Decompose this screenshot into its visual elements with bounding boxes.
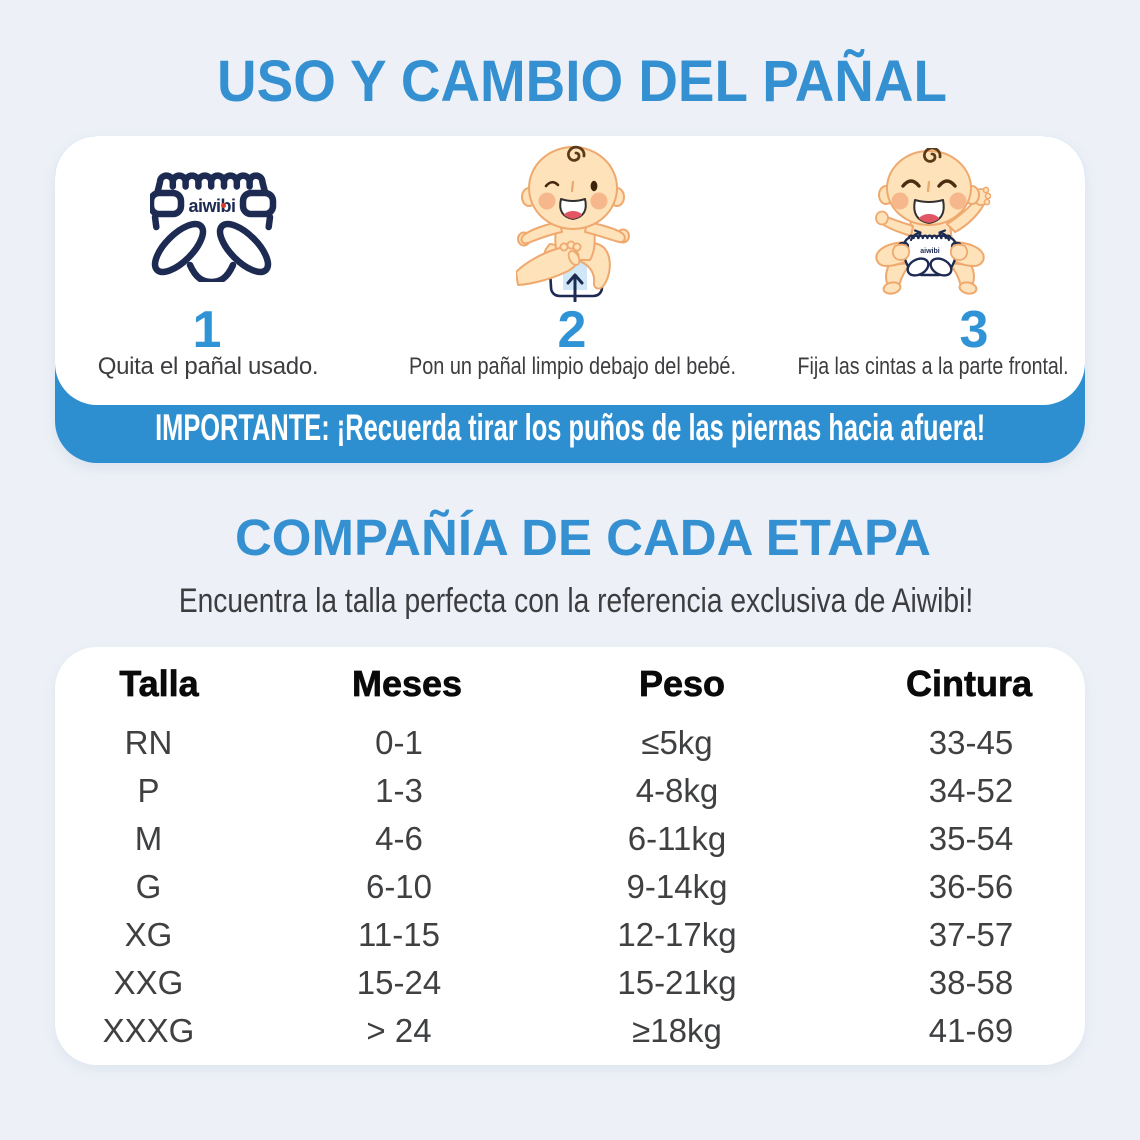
svg-text:aiwibi: aiwibi (188, 196, 235, 216)
svg-text:aiwibi: aiwibi (920, 248, 940, 255)
